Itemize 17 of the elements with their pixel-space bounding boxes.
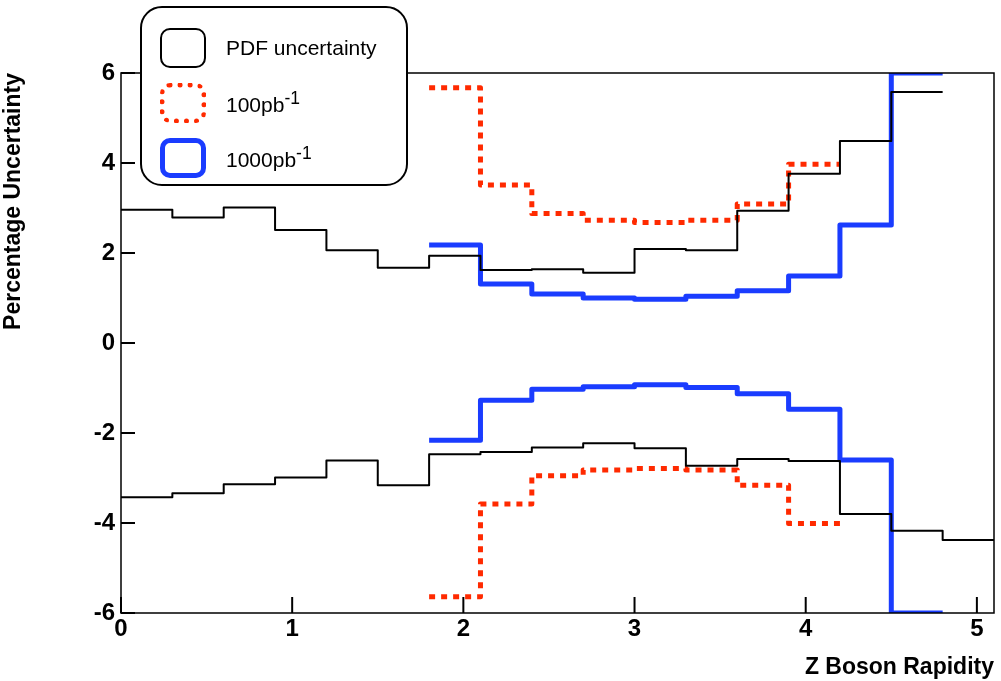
- x-tick-label: 3: [627, 614, 642, 642]
- x-axis-title: Z Boson Rapidity: [804, 652, 995, 679]
- x-tick-label: 4: [799, 614, 814, 642]
- y-tick-label: -4: [93, 507, 116, 535]
- y-axis-title: Percentage Uncertainty: [0, 72, 26, 330]
- y-tick-label: 4: [101, 147, 116, 175]
- y-tick-label: -6: [93, 597, 115, 625]
- x-tick-label: 1: [285, 614, 299, 642]
- legend-label: PDF uncertainty: [226, 35, 377, 60]
- legend-label: 100pb$^{-1}$: [226, 88, 300, 117]
- x-tick-label: 5: [970, 614, 984, 642]
- x-tick-label: 2: [456, 614, 471, 642]
- legend-label: 1000pb$^{-1}$: [226, 143, 312, 172]
- y-tick-label: 0: [101, 327, 115, 355]
- y-tick-label: 6: [101, 57, 115, 85]
- y-tick-label: 2: [101, 237, 115, 265]
- y-tick-label: -2: [93, 417, 115, 445]
